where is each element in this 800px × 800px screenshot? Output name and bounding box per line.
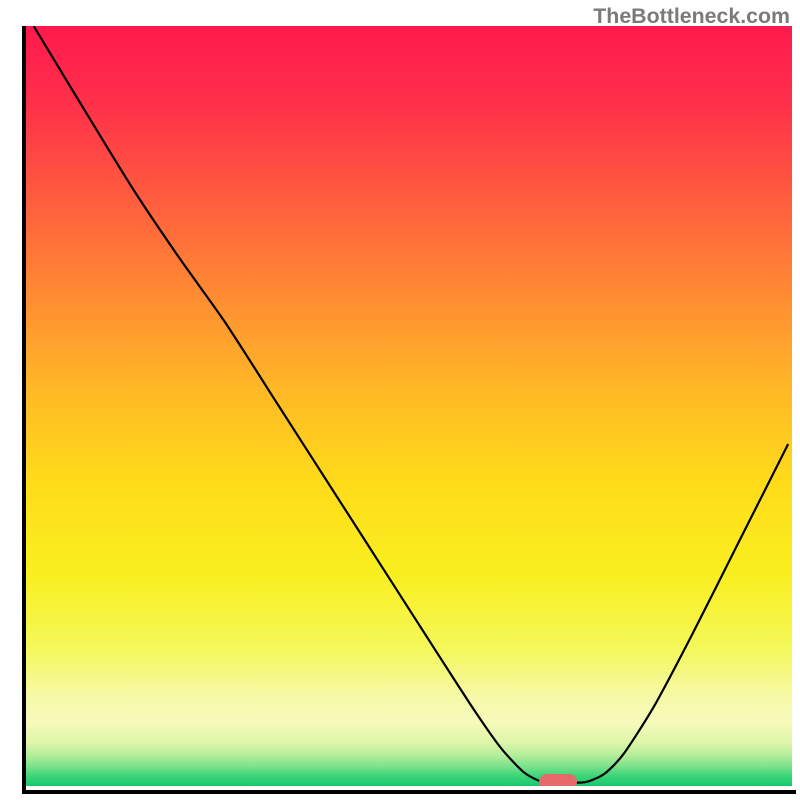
y-axis	[22, 26, 26, 794]
curve-svg	[26, 26, 792, 786]
bottleneck-curve	[34, 26, 789, 783]
optimal-marker	[539, 774, 577, 786]
chart-container: TheBottleneck.com	[0, 0, 800, 800]
x-axis	[22, 790, 796, 794]
watermark-text: TheBottleneck.com	[593, 4, 790, 29]
plot-area	[26, 26, 792, 786]
